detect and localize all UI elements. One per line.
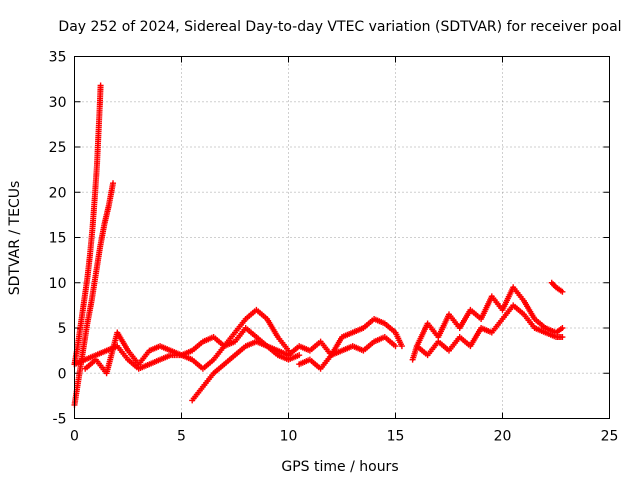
y-tick-label: 0 <box>58 366 67 382</box>
y-tick-label: 25 <box>49 140 67 156</box>
data-point <box>559 325 566 331</box>
series-track-b <box>82 325 303 377</box>
y-tick-label: 15 <box>49 231 67 247</box>
data-point <box>398 343 405 350</box>
x-tick-label: 15 <box>387 429 405 445</box>
plot-frame <box>74 56 610 419</box>
series-track-a <box>71 306 292 372</box>
x-axis-label: GPS time / hours <box>281 459 398 475</box>
y-tick-label: 35 <box>49 50 67 66</box>
data-points <box>71 82 566 408</box>
y-axis: -5 0 5 10 15 20 25 30 35 <box>49 50 610 428</box>
y-tick-label: 30 <box>49 95 67 111</box>
series-track-h <box>548 279 566 295</box>
series-track-e <box>296 334 399 372</box>
series-track-g <box>413 302 566 359</box>
x-tick-label: 5 <box>177 429 186 445</box>
x-tick-label: 20 <box>494 429 512 445</box>
data-point <box>97 82 104 89</box>
y-tick-label: 10 <box>49 276 67 292</box>
y-tick-label: 5 <box>58 321 67 337</box>
data-point <box>392 343 399 350</box>
y-tick-label: -5 <box>53 412 67 428</box>
x-tick-label: 10 <box>280 429 298 445</box>
gridlines <box>74 56 610 419</box>
series-track-d <box>285 315 405 359</box>
series-second-rise <box>71 180 117 408</box>
data-point <box>559 288 566 295</box>
x-tick-label: 0 <box>70 429 79 445</box>
x-tick-label: 25 <box>601 429 619 445</box>
data-point <box>296 352 303 359</box>
series-steep-rise <box>71 82 104 368</box>
series-track-c <box>189 338 292 404</box>
chart-title: Day 252 of 2024, Sidereal Day-to-day VTE… <box>58 19 621 35</box>
data-point <box>110 180 117 187</box>
data-point <box>559 334 566 341</box>
y-tick-label: 20 <box>49 185 67 201</box>
x-axis: 0 5 10 15 20 25 <box>70 56 619 445</box>
y-axis-label: SDTVAR / TECUs <box>7 181 23 296</box>
